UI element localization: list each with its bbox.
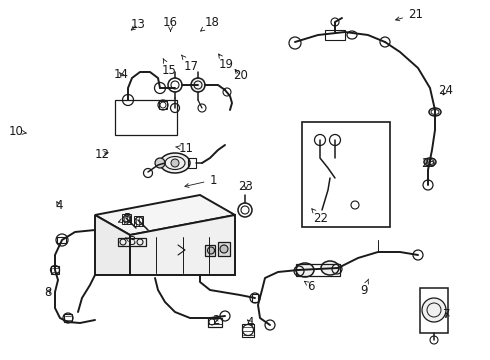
- Bar: [57, 237, 66, 243]
- Text: 20: 20: [233, 69, 247, 82]
- Text: 24: 24: [439, 84, 453, 97]
- Text: 7: 7: [443, 309, 451, 321]
- Bar: [296, 264, 340, 276]
- Bar: [205, 245, 215, 256]
- Bar: [188, 158, 196, 168]
- Bar: [242, 324, 254, 337]
- Ellipse shape: [160, 153, 190, 173]
- Text: 23: 23: [239, 180, 253, 193]
- Bar: [218, 242, 230, 256]
- Text: 5: 5: [119, 212, 130, 225]
- Text: 15: 15: [162, 58, 176, 77]
- Text: 8: 8: [44, 286, 52, 299]
- Ellipse shape: [296, 263, 314, 277]
- Text: 1: 1: [185, 174, 217, 188]
- Text: 2: 2: [212, 314, 220, 327]
- Circle shape: [155, 158, 165, 168]
- Bar: [64, 314, 72, 322]
- Bar: [325, 30, 345, 40]
- Text: 14: 14: [114, 68, 129, 81]
- Circle shape: [220, 245, 228, 253]
- Text: 10: 10: [8, 125, 26, 138]
- Bar: [134, 216, 143, 226]
- Bar: [302, 122, 390, 227]
- Text: 22: 22: [312, 209, 328, 225]
- Text: 3: 3: [125, 235, 136, 248]
- Bar: [252, 294, 258, 302]
- Bar: [118, 238, 146, 246]
- Circle shape: [422, 298, 446, 322]
- Ellipse shape: [321, 261, 339, 275]
- Polygon shape: [95, 195, 235, 235]
- Bar: [420, 288, 448, 333]
- Bar: [115, 100, 177, 135]
- Text: 6: 6: [304, 280, 315, 293]
- Text: 16: 16: [163, 16, 178, 32]
- Text: 9: 9: [360, 279, 368, 297]
- Text: 21: 21: [395, 8, 423, 21]
- Bar: [159, 101, 167, 109]
- Bar: [51, 266, 59, 274]
- Bar: [208, 318, 222, 327]
- Circle shape: [191, 78, 205, 92]
- Text: 12: 12: [95, 148, 109, 161]
- Polygon shape: [95, 215, 130, 275]
- Text: 4: 4: [55, 199, 63, 212]
- Text: 17: 17: [182, 55, 198, 73]
- Text: 11: 11: [176, 142, 194, 155]
- Polygon shape: [130, 215, 235, 275]
- Circle shape: [207, 247, 215, 254]
- Text: 13: 13: [131, 18, 146, 31]
- Text: 18: 18: [200, 16, 219, 31]
- Text: 19: 19: [219, 54, 234, 71]
- Text: 25: 25: [421, 157, 436, 170]
- Circle shape: [171, 159, 179, 167]
- Bar: [122, 214, 131, 224]
- Text: 4: 4: [246, 316, 254, 329]
